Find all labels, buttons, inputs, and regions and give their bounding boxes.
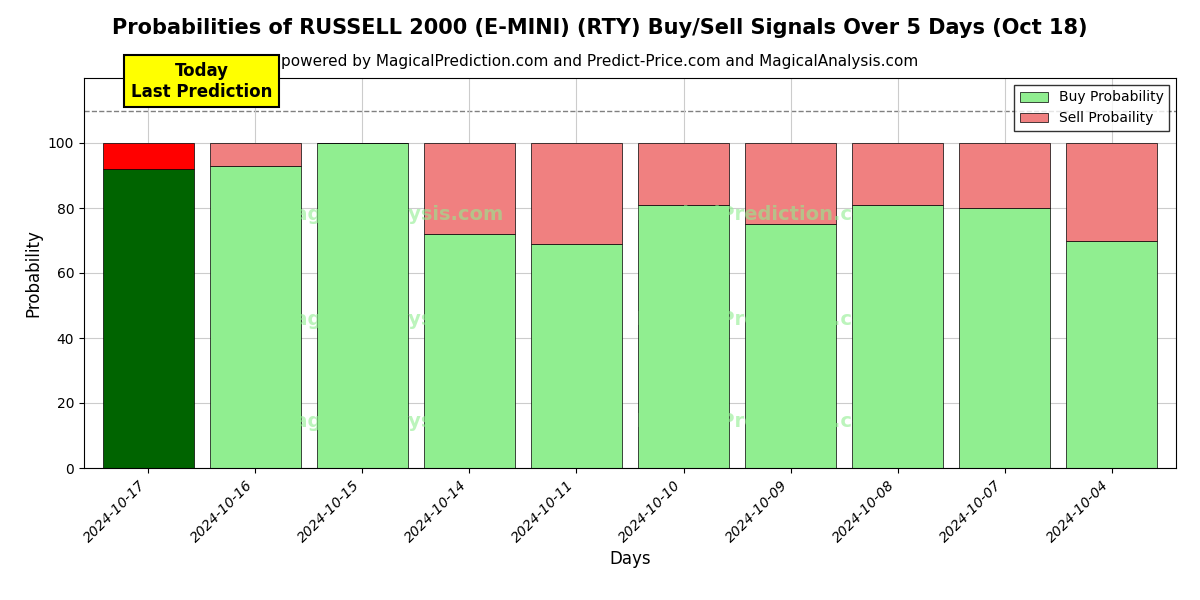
Text: MagicalPrediction.com: MagicalPrediction.com — [636, 205, 886, 224]
Bar — [745, 143, 836, 224]
Bar — [1067, 241, 1157, 468]
Legend: Buy Probability, Sell Probaility: Buy Probability, Sell Probaility — [1014, 85, 1169, 131]
Bar — [103, 143, 193, 169]
X-axis label: Days: Days — [610, 550, 650, 568]
Bar — [210, 166, 301, 468]
Text: MagicalPrediction.com: MagicalPrediction.com — [636, 412, 886, 431]
Bar — [852, 205, 943, 468]
Bar — [852, 143, 943, 205]
Bar — [959, 143, 1050, 208]
Text: Today
Last Prediction: Today Last Prediction — [131, 62, 272, 101]
Bar — [103, 169, 193, 468]
Text: powered by MagicalPrediction.com and Predict-Price.com and MagicalAnalysis.com: powered by MagicalPrediction.com and Pre… — [281, 54, 919, 69]
Text: MagicalAnalysis.com: MagicalAnalysis.com — [276, 412, 504, 431]
Y-axis label: Probability: Probability — [24, 229, 42, 317]
Text: MagicalAnalysis.com: MagicalAnalysis.com — [276, 205, 504, 224]
Text: Probabilities of RUSSELL 2000 (E-MINI) (RTY) Buy/Sell Signals Over 5 Days (Oct 1: Probabilities of RUSSELL 2000 (E-MINI) (… — [113, 18, 1087, 38]
Bar — [745, 224, 836, 468]
Bar — [638, 205, 730, 468]
Bar — [1067, 143, 1157, 241]
Bar — [530, 143, 622, 244]
Bar — [530, 244, 622, 468]
Bar — [959, 208, 1050, 468]
Bar — [638, 143, 730, 205]
Bar — [424, 234, 515, 468]
Bar — [317, 143, 408, 468]
Text: MagicalPrediction.com: MagicalPrediction.com — [636, 310, 886, 329]
Bar — [424, 143, 515, 234]
Bar — [210, 143, 301, 166]
Text: MagicalAnalysis.com: MagicalAnalysis.com — [276, 310, 504, 329]
